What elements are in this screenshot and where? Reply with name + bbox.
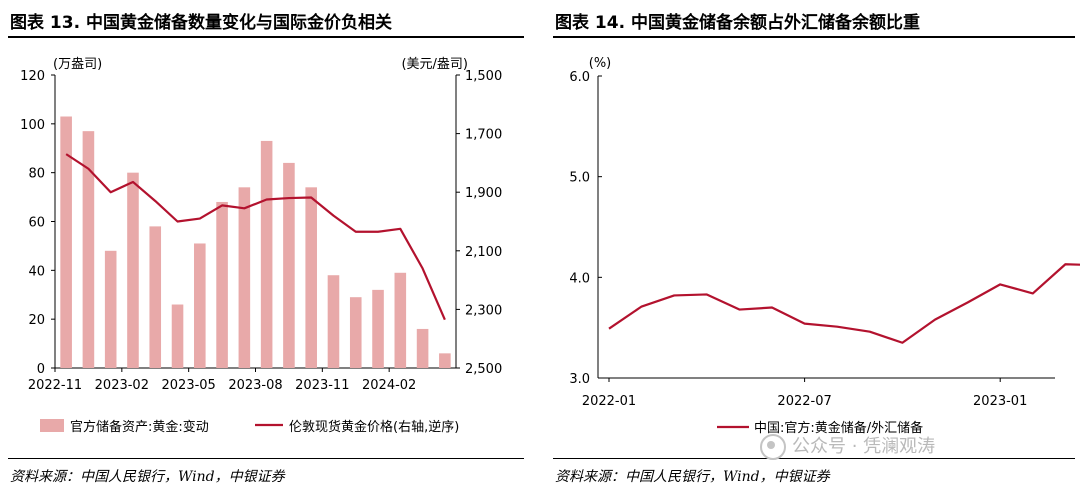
bar (372, 289, 384, 368)
wechat-icon (760, 434, 786, 460)
watermark: 公众号 · 凭澜观涛 (760, 432, 935, 460)
right-figure: 图表 14. 中国黄金储备余额占外汇储备余额比重 3.0 4.0 5.0 6.0 (%)… (545, 0, 1080, 489)
right-footer-rule (553, 458, 1075, 459)
x-tick-label: 2022-11 (28, 378, 82, 393)
x-tick-label: 2023-11 (295, 378, 349, 393)
left-source: 资料来源：中国人民银行，Wind，中银证券 (10, 469, 285, 485)
bar (305, 187, 317, 368)
bar (283, 162, 295, 368)
legend-bar-label: 官方储备资产:黄金:变动 (70, 419, 209, 435)
left-y-tick-label: 100 (20, 118, 45, 133)
left-title-rule (8, 36, 524, 38)
bar (194, 243, 206, 368)
right-y-tick-label: 1,700 (465, 128, 502, 143)
bar (260, 140, 273, 368)
left-axis-unit: (万盎司) (53, 57, 102, 72)
right-y-tick-label: 2,300 (465, 303, 502, 318)
left-figure: 图表 13. 中国黄金储备数量变化与国际金价负相关 0 20 40 60 80 100 12… (0, 0, 530, 489)
right-y-tick-label: 2,500 (465, 362, 502, 377)
y-tick-label: 4.0 (569, 271, 590, 286)
y-tick-label: 3.0 (569, 372, 590, 387)
x-tick-label: 2023-08 (228, 378, 282, 393)
y-tick-label: 5.0 (569, 171, 590, 186)
watermark-text: 公众号 · 凭澜观涛 (792, 436, 936, 457)
bar (171, 304, 184, 368)
gold-price-line (65, 153, 446, 321)
legend-line-label: 伦敦现货黄金价格(右轴,逆序) (289, 419, 459, 435)
x-tick-label: 2023-02 (95, 378, 149, 393)
right-chart: 3.04.05.06.0(%)2022-012022-072023-012023… (569, 56, 1080, 436)
left-y-tick-label: 80 (28, 167, 45, 182)
right-source: 资料来源：中国人民银行，Wind，中银证券 (555, 469, 830, 485)
bar (104, 250, 117, 368)
right-axis-unit: (美元/盎司) (401, 57, 468, 72)
left-chart: 0 20 40 60 80 100 120 1,500 1,700 1,900 2,100 2,300… (20, 57, 502, 435)
bar (394, 272, 407, 368)
y-tick-label: 6.0 (569, 70, 590, 85)
left-y-tick-label: 60 (28, 216, 45, 231)
right-title-rule (553, 36, 1075, 38)
bar (216, 201, 228, 368)
x-tick-label: 2023-01 (973, 394, 1027, 409)
bar (416, 328, 429, 368)
right-y-tick-label: 1,900 (465, 186, 502, 201)
left-footer-rule (8, 458, 524, 459)
bar (127, 172, 139, 368)
left-figure-title: 图表 13. 中国黄金储备数量变化与国际金价负相关 (10, 13, 392, 33)
right-figure-title: 图表 14. 中国黄金储备余额占外汇储备余额比重 (555, 13, 920, 33)
x-tick-label: 2022-01 (582, 394, 636, 409)
left-y-tick-label: 0 (37, 362, 45, 377)
bar (327, 275, 340, 368)
y-axis-unit: (%) (589, 56, 612, 71)
left-y-tick-label: 120 (20, 69, 45, 84)
bar (60, 116, 72, 368)
legend-bar-swatch (40, 419, 64, 432)
gold-share-line (608, 263, 1080, 344)
x-tick-label: 2024-02 (362, 378, 416, 393)
bar (238, 187, 251, 368)
bar (82, 131, 95, 368)
bar (349, 297, 362, 368)
x-tick-label: 2023-05 (162, 378, 216, 393)
right-y-tick-label: 2,100 (465, 245, 502, 260)
right-y-tick-label: 1,500 (465, 69, 502, 84)
left-y-tick-label: 40 (28, 264, 45, 279)
bar (149, 226, 162, 368)
legend-line-label: 中国:官方:黄金储备/外汇储备 (754, 420, 923, 436)
x-tick-label: 2022-07 (777, 394, 831, 409)
left-y-tick-label: 20 (28, 313, 45, 328)
bar (439, 353, 451, 368)
